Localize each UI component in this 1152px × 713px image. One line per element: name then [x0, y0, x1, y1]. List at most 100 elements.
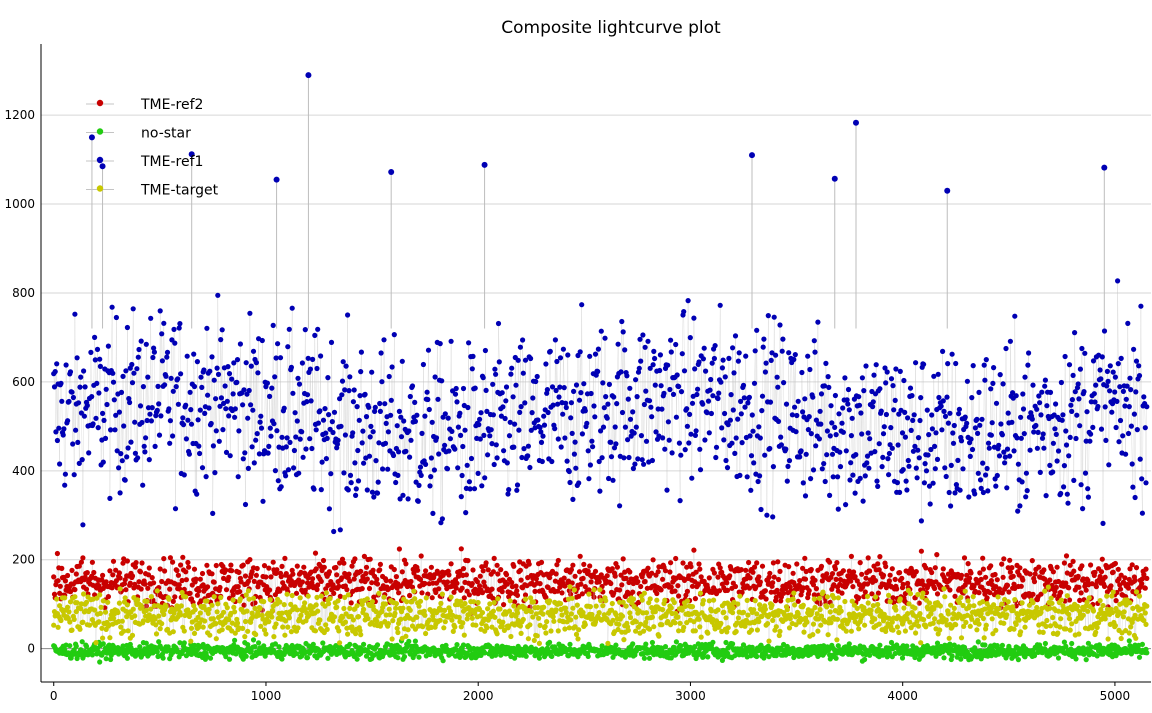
data-point: [584, 420, 590, 426]
peak-point: [388, 169, 395, 176]
data-point: [1106, 462, 1112, 468]
data-point: [183, 436, 189, 442]
data-point: [457, 568, 463, 575]
data-point: [167, 586, 173, 592]
data-point: [810, 467, 817, 473]
data-point: [539, 458, 545, 465]
data-point: [1054, 458, 1060, 464]
data-point: [119, 618, 125, 624]
data-point: [318, 353, 324, 359]
data-point: [1038, 412, 1044, 418]
data-point: [615, 341, 621, 347]
data-point: [880, 431, 887, 437]
data-point: [986, 445, 992, 451]
data-point: [599, 643, 605, 649]
data-point: [501, 448, 507, 454]
data-point: [1041, 445, 1047, 451]
data-point: [518, 404, 524, 410]
data-point: [748, 487, 754, 493]
data-point: [762, 369, 769, 375]
data-point: [395, 472, 401, 478]
data-point: [598, 572, 604, 578]
data-point: [1115, 566, 1121, 572]
data-point: [577, 349, 583, 355]
data-point: [913, 360, 919, 366]
data-point: [446, 572, 452, 578]
data-point: [141, 443, 147, 449]
data-point: [549, 568, 556, 574]
data-point: [897, 489, 903, 495]
data-point: [692, 644, 698, 650]
data-point: [78, 606, 84, 612]
data-point: [1004, 485, 1010, 491]
data-point: [417, 576, 424, 583]
data-point: [1083, 587, 1089, 593]
data-point: [1039, 435, 1046, 441]
data-point: [284, 591, 290, 597]
data-point: [710, 393, 716, 399]
data-point: [633, 377, 639, 383]
series-no-star: [51, 637, 1150, 665]
data-point: [140, 618, 146, 624]
data-point: [213, 562, 219, 569]
data-point: [340, 359, 346, 365]
data-point: [140, 482, 146, 488]
data-point: [689, 583, 696, 589]
data-point: [363, 570, 369, 577]
data-point: [599, 455, 605, 461]
data-point: [287, 439, 293, 445]
data-point: [562, 583, 568, 589]
data-point: [468, 455, 475, 462]
data-point: [662, 446, 668, 452]
data-point: [230, 592, 236, 598]
data-point: [91, 569, 97, 576]
data-point: [928, 446, 934, 453]
data-point: [197, 576, 203, 582]
data-point: [833, 655, 839, 661]
data-point: [686, 573, 692, 579]
data-point: [73, 571, 79, 577]
data-point: [188, 407, 194, 413]
data-point: [428, 564, 434, 570]
data-point: [89, 559, 95, 565]
data-point: [827, 559, 833, 565]
data-point: [1066, 597, 1073, 603]
data-point: [490, 569, 496, 575]
data-point: [509, 579, 515, 586]
data-point: [984, 465, 990, 472]
data-point: [51, 622, 57, 628]
data-point: [965, 561, 971, 567]
data-point: [232, 406, 238, 412]
data-point: [377, 561, 383, 568]
data-point: [576, 593, 582, 599]
data-point: [209, 354, 215, 360]
data-point: [1047, 577, 1053, 583]
data-point: [304, 399, 310, 405]
data-point: [1052, 588, 1058, 594]
data-point: [65, 604, 71, 610]
data-point: [184, 353, 190, 359]
data-point: [207, 632, 213, 638]
data-point: [81, 368, 87, 374]
data-point: [366, 404, 372, 410]
data-point: [232, 630, 238, 636]
data-point: [117, 575, 123, 581]
data-point: [134, 366, 140, 372]
data-point: [572, 573, 578, 579]
data-point: [579, 431, 586, 437]
data-point: [730, 641, 736, 647]
data-point: [736, 350, 742, 356]
data-point: [517, 344, 524, 350]
data-point: [888, 376, 895, 382]
data-point: [148, 606, 154, 612]
data-point: [945, 420, 952, 426]
data-point: [258, 425, 265, 431]
data-point: [243, 360, 249, 366]
data-point: [285, 344, 291, 350]
data-point: [286, 615, 292, 621]
data-point: [735, 416, 741, 422]
data-point: [673, 555, 679, 562]
data-point: [643, 438, 650, 444]
data-point: [541, 422, 548, 428]
data-point: [281, 602, 287, 608]
